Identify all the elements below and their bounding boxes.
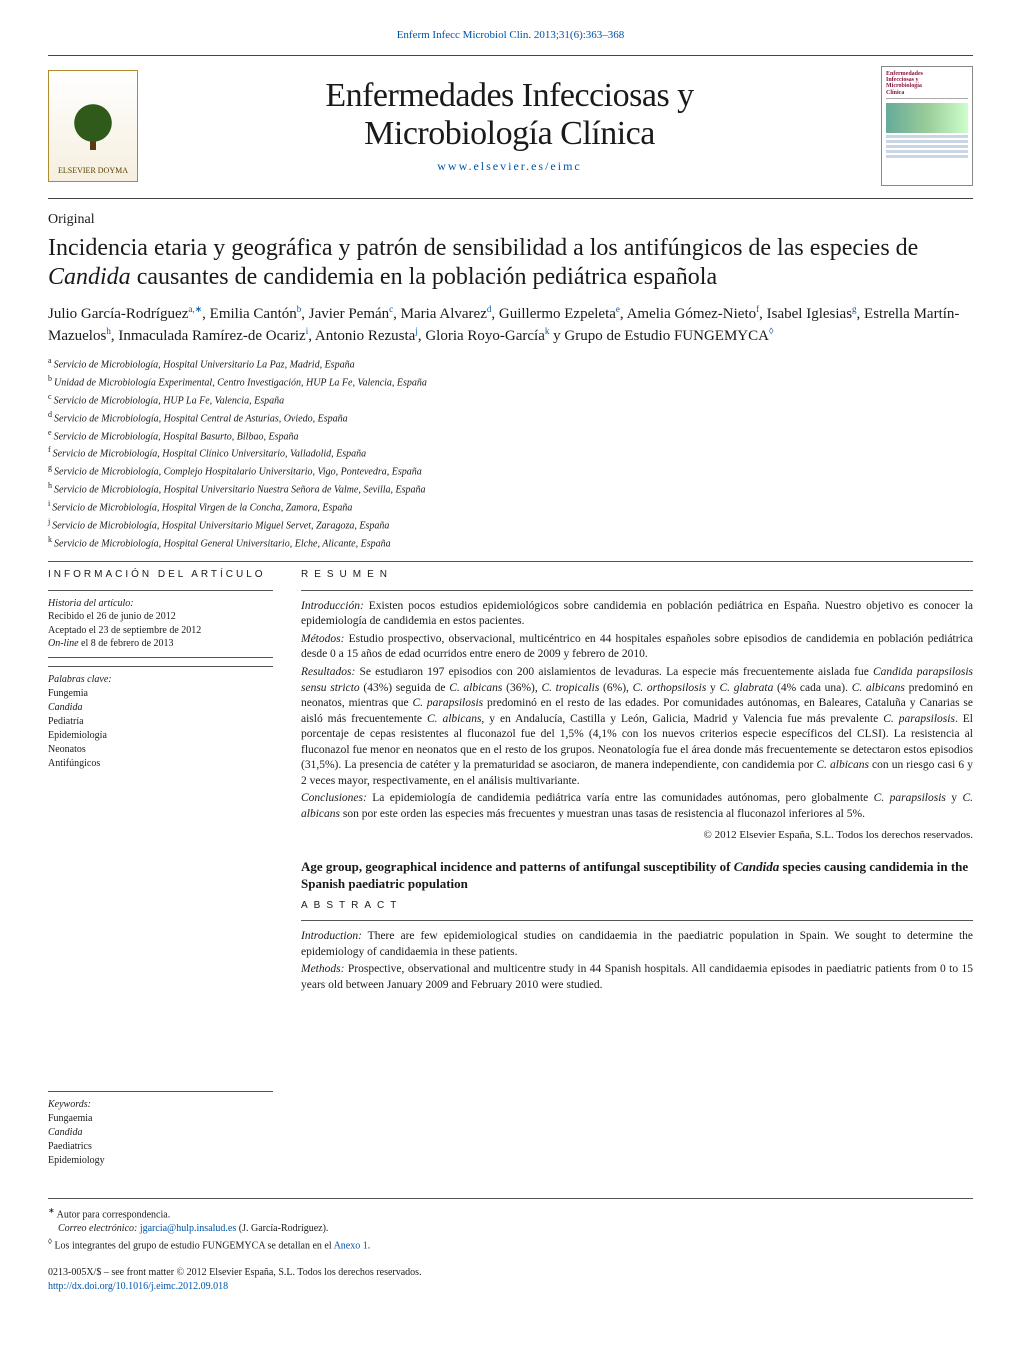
abstract-intro-text: There are few epidemiological studies on… bbox=[301, 930, 973, 958]
affiliation: iServicio de Microbiología, Hospital Vir… bbox=[48, 498, 973, 516]
abstract-methods-head: Methods: bbox=[301, 963, 344, 975]
abstract-body: Introduction: There are few epidemiologi… bbox=[301, 920, 973, 993]
article-title: Incidencia etaria y geográfica y patrón … bbox=[48, 234, 973, 292]
abstract-intro-head: Introduction: bbox=[301, 930, 362, 942]
corresponding-email-link[interactable]: jgarcia@hulp.insalud.es bbox=[140, 1223, 236, 1234]
affiliation: dServicio de Microbiología, Hospital Cen… bbox=[48, 409, 973, 427]
resumen-methods-head: Métodos: bbox=[301, 633, 344, 645]
citation-line: Enferm Infecc Microbiol Clin. 2013;31(6)… bbox=[48, 28, 973, 43]
footnotes: ∗ Autor para correspondencia. Correo ele… bbox=[48, 1198, 973, 1254]
journal-url: www.elsevier.es/eimc bbox=[152, 158, 867, 174]
affiliation: cServicio de Microbiología, HUP La Fe, V… bbox=[48, 391, 973, 409]
author: Inmaculada Ramírez-de Ocarizi bbox=[118, 328, 308, 344]
author: Emilia Cantónb bbox=[210, 306, 302, 322]
affiliation: eServicio de Microbiología, Hospital Bas… bbox=[48, 427, 973, 445]
article-section-label: Original bbox=[48, 211, 973, 230]
resumen-copyright: © 2012 Elsevier España, S.L. Todos los d… bbox=[301, 828, 973, 843]
affiliation: kServicio de Microbiología, Hospital Gen… bbox=[48, 534, 973, 552]
keywords-es-label: Palabras clave: bbox=[48, 673, 273, 687]
resumen-concl-head: Conclusiones: bbox=[301, 792, 367, 804]
divider bbox=[48, 561, 973, 562]
resumen-heading: RESUMEN bbox=[301, 568, 973, 582]
corresponding-author-footnote: ∗ Autor para correspondencia. bbox=[48, 1205, 973, 1222]
author: Maria Alvarezd bbox=[401, 306, 492, 322]
main-column: RESUMEN Introducción: Existen pocos estu… bbox=[301, 568, 973, 1178]
history-online: On-line el 8 de febrero de 2013 bbox=[48, 637, 273, 651]
keyword: Antifúngicos bbox=[48, 757, 273, 771]
journal-title-block: Enfermedades Infecciosas y Microbiología… bbox=[152, 77, 867, 174]
keyword: Candida bbox=[48, 1126, 273, 1140]
author-list: Julio García-Rodrígueza,∗, Emilia Cantón… bbox=[48, 303, 973, 347]
publisher-logo-text: ELSEVIER DOYMA bbox=[58, 166, 128, 177]
journal-title: Enfermedades Infecciosas y Microbiología… bbox=[152, 77, 867, 152]
author: Antonio Rezustaj bbox=[315, 328, 418, 344]
keyword: Candida bbox=[48, 701, 273, 715]
anexo-link[interactable]: Anexo 1 bbox=[334, 1241, 368, 1252]
resumen-methods-text: Estudio prospectivo, observacional, mult… bbox=[301, 633, 973, 661]
article-title-pre: Incidencia etaria y geográfica y patrón … bbox=[48, 235, 918, 261]
article-history-block: Historia del artículo: Recibido el 26 de… bbox=[48, 590, 273, 658]
author: Julio García-Rodrígueza,∗ bbox=[48, 306, 202, 322]
cover-label: Enfermedades Infecciosas y Microbiología… bbox=[886, 71, 968, 99]
group-author: Grupo de Estudio FUNGEMYCA◊ bbox=[564, 328, 773, 344]
abstract-heading: ABSTRACT bbox=[301, 899, 973, 913]
affiliation: jServicio de Microbiología, Hospital Uni… bbox=[48, 516, 973, 534]
article-title-italic: Candida bbox=[48, 264, 131, 290]
journal-title-line1: Enfermedades Infecciosas y bbox=[325, 77, 693, 114]
keywords-en-block: Keywords: FungaemiaCandidaPaediatricsEpi… bbox=[48, 1091, 273, 1168]
cover-image-strip bbox=[886, 103, 968, 133]
history-received: Recibido el 26 de junio de 2012 bbox=[48, 610, 273, 624]
resumen-body: Introducción: Existen pocos estudios epi… bbox=[301, 590, 973, 843]
group-footnote: ◊ Los integrantes del grupo de estudio F… bbox=[48, 1236, 973, 1253]
author: Gloria Royo-Garcíak bbox=[425, 328, 549, 344]
keywords-en-list: FungaemiaCandidaPaediatricsEpidemiology bbox=[48, 1112, 273, 1168]
keyword: Epidemiología bbox=[48, 729, 273, 743]
journal-cover-thumbnail: Enfermedades Infecciosas y Microbiología… bbox=[881, 66, 973, 186]
keyword: Epidemiology bbox=[48, 1154, 273, 1168]
keyword: Pediatría bbox=[48, 715, 273, 729]
affiliation-list: aServicio de Microbiología, Hospital Uni… bbox=[48, 355, 973, 551]
english-title: Age group, geographical incidence and pa… bbox=[301, 859, 973, 893]
author: Guillermo Ezpeletae bbox=[499, 306, 620, 322]
publisher-logo: ELSEVIER DOYMA bbox=[48, 70, 138, 182]
affiliation: hServicio de Microbiología, Hospital Uni… bbox=[48, 480, 973, 498]
resumen-results-text: Se estudiaron 197 episodios con 200 aisl… bbox=[301, 666, 973, 787]
abstract-methods-text: Prospective, observational and multicent… bbox=[301, 963, 973, 991]
article-title-post: causantes de candidemia en la población … bbox=[131, 264, 717, 290]
resumen-intro-head: Introducción: bbox=[301, 600, 364, 612]
journal-header: ELSEVIER DOYMA Enfermedades Infecciosas … bbox=[48, 55, 973, 199]
bottom-matter: 0213-005X/$ – see front matter © 2012 El… bbox=[48, 1266, 973, 1294]
citation-link[interactable]: Enferm Infecc Microbiol Clin. 2013;31(6)… bbox=[397, 29, 625, 41]
english-title-pre: Age group, geographical incidence and pa… bbox=[301, 859, 734, 874]
author: Amelia Gómez-Nietof bbox=[627, 306, 760, 322]
keyword: Fungemia bbox=[48, 687, 273, 701]
author: Javier Pemánc bbox=[309, 306, 393, 322]
affiliation: gServicio de Microbiología, Complejo Hos… bbox=[48, 462, 973, 480]
journal-url-link[interactable]: www.elsevier.es/eimc bbox=[437, 159, 582, 173]
english-title-italic: Candida bbox=[734, 859, 780, 874]
keywords-es-list: FungemiaCandidaPediatríaEpidemiologíaNeo… bbox=[48, 687, 273, 771]
affiliation: fServicio de Microbiología, Hospital Clí… bbox=[48, 444, 973, 462]
affiliation: bUnidad de Microbiología Experimental, C… bbox=[48, 373, 973, 391]
doi-link[interactable]: http://dx.doi.org/10.1016/j.eimc.2012.09… bbox=[48, 1281, 228, 1292]
keyword: Neonatos bbox=[48, 743, 273, 757]
keyword: Fungaemia bbox=[48, 1112, 273, 1126]
author: Isabel Iglesiasg bbox=[767, 306, 857, 322]
resumen-concl-text: La epidemiología de candidemia pediátric… bbox=[301, 792, 973, 820]
affiliation: aServicio de Microbiología, Hospital Uni… bbox=[48, 355, 973, 373]
keyword: Paediatrics bbox=[48, 1140, 273, 1154]
cover-text-lines bbox=[886, 135, 968, 181]
keywords-es-block: Palabras clave: FungemiaCandidaPediatría… bbox=[48, 666, 273, 771]
keywords-en-label: Keywords: bbox=[48, 1098, 273, 1112]
resumen-results-head: Resultados: bbox=[301, 666, 355, 678]
journal-title-line2: Microbiología Clínica bbox=[364, 115, 655, 152]
history-accepted: Aceptado el 23 de septiembre de 2012 bbox=[48, 624, 273, 638]
resumen-intro-text: Existen pocos estudios epidemiológicos s… bbox=[301, 600, 973, 628]
history-label: Historia del artículo: bbox=[48, 597, 273, 611]
article-info-heading: INFORMACIÓN DEL ARTÍCULO bbox=[48, 568, 273, 582]
sidebar-column: INFORMACIÓN DEL ARTÍCULO Historia del ar… bbox=[48, 568, 273, 1178]
email-footnote: Correo electrónico: jgarcia@hulp.insalud… bbox=[48, 1222, 973, 1236]
elsevier-tree-icon bbox=[68, 102, 118, 162]
issn-copyright-line: 0213-005X/$ – see front matter © 2012 El… bbox=[48, 1266, 973, 1280]
